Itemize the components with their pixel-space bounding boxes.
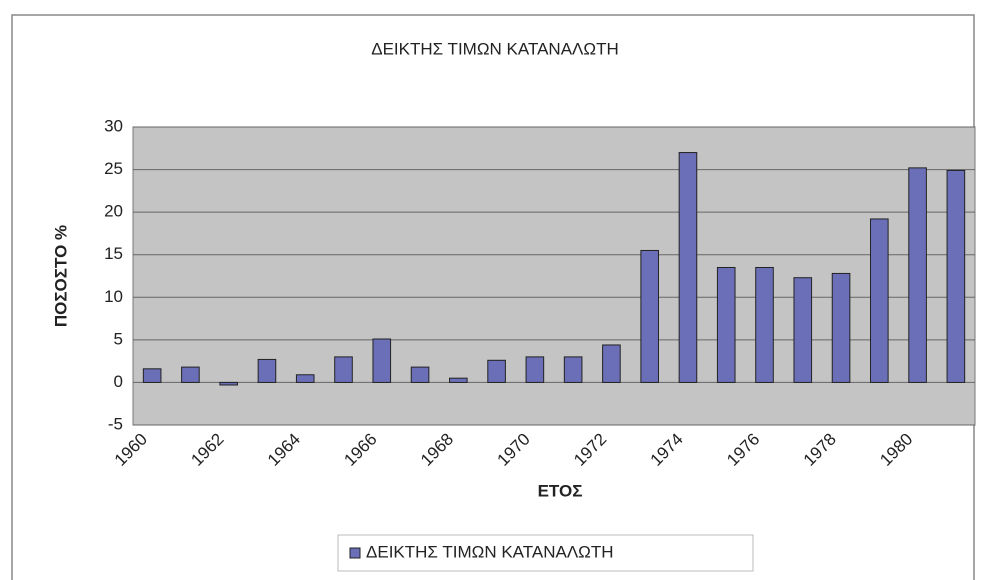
y-tick-label: 20 [104,202,123,221]
y-tick-label: 30 [104,116,123,135]
y-tick-label: -5 [108,414,123,433]
bar [640,249,659,383]
bar [334,356,353,383]
bar [257,358,277,383]
legend-label: ΔΕΙΚΤΗΣ ΤΙΜΩΝ ΚΑΤΑΝΑΛΩΤΗ [366,542,614,561]
y-tick-label: 10 [104,287,123,306]
bar [295,374,315,383]
bar [755,266,774,383]
bar [410,366,430,383]
bar [678,152,698,383]
y-axis-label: ΠΟΣΟΣΤΟ % [51,225,70,327]
y-tick-label: 0 [114,372,123,391]
bar [908,167,927,383]
bar [525,356,545,383]
bar [487,359,506,383]
legend-swatch [349,547,361,559]
bar [946,169,966,383]
bar [870,218,889,383]
bar [602,344,621,383]
bar [449,377,468,383]
x-axis-label: ΕΤΟΣ [538,481,583,500]
bar [219,381,238,386]
bar [563,356,583,383]
bar [716,266,736,383]
bar [831,272,851,383]
y-tick-label: 15 [104,244,123,263]
bar [372,338,392,383]
y-tick-label: 5 [114,329,123,348]
chart-title: ΔΕΙΚΤΗΣ ΤΙΜΩΝ ΚΑΤΑΝΑΛΩΤΗ [371,39,619,58]
bar [181,366,200,383]
legend-box [337,534,754,572]
bar [793,277,813,383]
bar [142,368,162,383]
y-tick-label: 25 [104,159,123,178]
